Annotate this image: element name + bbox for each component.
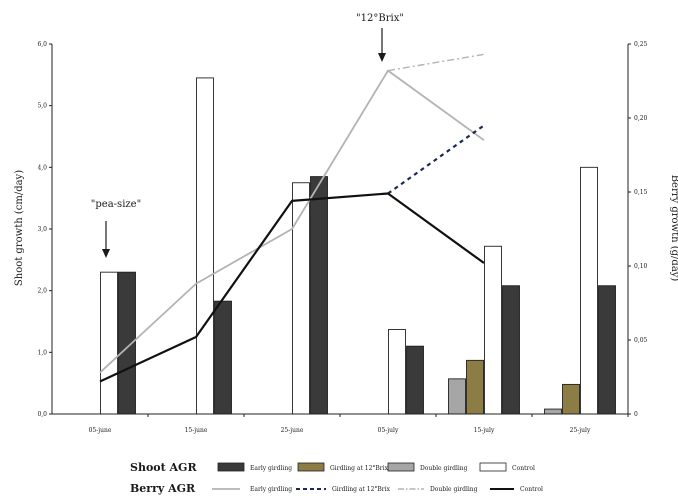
legend-label-berry-double: Double girdling bbox=[430, 486, 478, 493]
legend-label-berry-brix: Girdling at 12°Brix bbox=[332, 486, 391, 493]
y-right-tick-label: 0,05 bbox=[634, 337, 648, 344]
y-left-tick-label: 2,0 bbox=[37, 288, 47, 295]
y-left-tick-label: 6,0 bbox=[37, 41, 47, 48]
bar-early-girdling bbox=[310, 176, 328, 415]
bar-early-girdling bbox=[214, 300, 232, 415]
bar-girdling-at-12-brix bbox=[562, 383, 580, 415]
line-girdling-at-12-brix bbox=[387, 124, 485, 195]
axes: 0,0 1,0 2,0 3,0 4,0 5,0 6,0 0 0,05 0,10 0,15 0,20 0,… bbox=[37, 41, 647, 434]
x-tick-label: 25-july bbox=[570, 427, 591, 434]
legend-label-shoot-brix: Girdling at 12°Brix bbox=[330, 465, 389, 472]
legend-label-shoot-control: Control bbox=[512, 465, 535, 472]
line-early-girdling bbox=[99, 69, 485, 374]
bar-double-girdling bbox=[448, 378, 466, 415]
legend: Shoot AGR Berry AGR Early girdling Girdl… bbox=[130, 461, 543, 495]
legend-swatch-shoot-early bbox=[217, 462, 245, 472]
bar-early-girdling bbox=[502, 285, 520, 415]
x-tick-label: 05-june bbox=[89, 427, 112, 434]
x-tick-label: 05-july bbox=[378, 427, 399, 434]
y-right-tick-label: 0,15 bbox=[634, 189, 648, 196]
annotation-pea-size-arrow bbox=[102, 221, 110, 258]
y-left-tick-label: 3,0 bbox=[37, 226, 47, 233]
y-left-tick-label: 0,0 bbox=[37, 411, 47, 418]
x-tick-label: 15-june bbox=[185, 427, 208, 434]
bar-control bbox=[100, 271, 118, 415]
legend-swatch-shoot-double bbox=[387, 462, 415, 472]
y-axis-left-label: Shoot growth (cm/day) bbox=[14, 170, 25, 286]
annotation-pea-size: "pea-size" bbox=[91, 199, 141, 210]
legend-label-shoot-double: Double girdling bbox=[420, 465, 468, 472]
legend-label-berry-control: Control bbox=[520, 486, 543, 493]
x-tick-label: 15-july bbox=[474, 427, 495, 434]
annotation-12-brix-arrow bbox=[378, 28, 386, 62]
bars bbox=[100, 77, 616, 415]
bar-control bbox=[292, 182, 310, 415]
y-right-tick-label: 0,20 bbox=[634, 115, 648, 122]
legend-swatch-shoot-control bbox=[479, 462, 507, 472]
bar-control bbox=[388, 329, 406, 415]
legend-label-berry-early: Early girdling bbox=[250, 486, 292, 493]
legend-title-berry: Berry AGR bbox=[130, 482, 196, 495]
bar-double-girdling bbox=[544, 408, 562, 415]
bar-control bbox=[484, 245, 502, 415]
bar-control bbox=[580, 166, 598, 415]
legend-title-shoot: Shoot AGR bbox=[130, 461, 197, 474]
legend-label-shoot-early: Early girdling bbox=[250, 465, 292, 472]
bar-control bbox=[196, 77, 214, 415]
line-double-girdling bbox=[387, 53, 485, 72]
bar-girdling-at-12-brix bbox=[466, 359, 484, 415]
legend-swatch-shoot-brix bbox=[297, 462, 325, 472]
y-left-tick-label: 5,0 bbox=[37, 103, 47, 110]
y-right-tick-label: 0,10 bbox=[634, 263, 648, 270]
berry-lines bbox=[99, 53, 485, 383]
line-control bbox=[99, 192, 485, 383]
y-right-tick-label: 0 bbox=[634, 411, 638, 418]
bar-early-girdling bbox=[598, 285, 616, 415]
x-tick-label: 25-june bbox=[281, 427, 304, 434]
y-axis-right-label: Berry growth (g/day) bbox=[669, 175, 678, 282]
annotation-12-brix: "12°Brix" bbox=[356, 13, 404, 24]
y-left-tick-label: 1,0 bbox=[37, 349, 47, 356]
y-left-tick-label: 4,0 bbox=[37, 164, 47, 171]
y-right-tick-label: 0,25 bbox=[634, 41, 648, 48]
bar-early-girdling bbox=[406, 345, 424, 415]
